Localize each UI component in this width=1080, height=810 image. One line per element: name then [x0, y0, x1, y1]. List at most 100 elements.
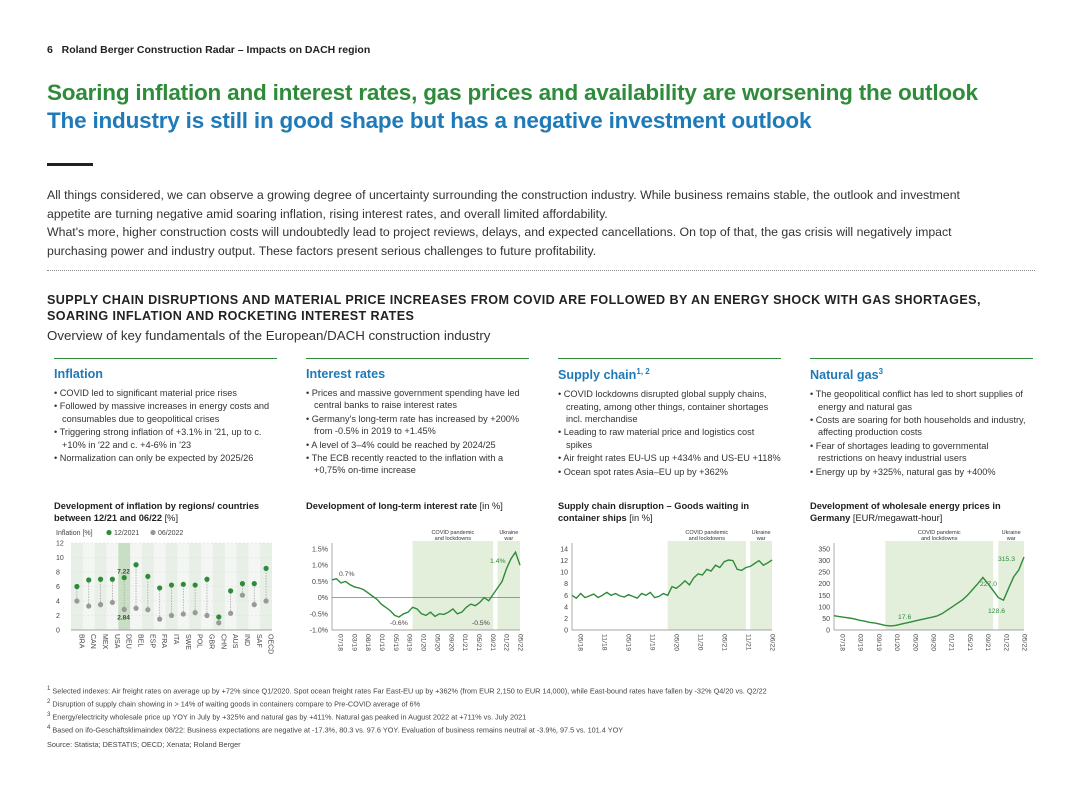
title-divider	[47, 163, 93, 166]
x-tick-label: MEX	[101, 634, 108, 650]
dotted-divider	[47, 270, 1035, 271]
y-tick-label: 50	[822, 616, 830, 623]
source-line: Source: Statista; DESTATIS; OECD; Xenata…	[47, 740, 241, 749]
bullet-item: Triggering strong inflation of +3.1% in …	[54, 426, 277, 451]
bullet-item: Air freight rates EU-US up +434% and US-…	[558, 452, 781, 464]
x-tick-label: 05/20	[433, 634, 440, 651]
legend-marker-06-2022	[150, 529, 156, 536]
panel-bullets: Prices and massive government spending h…	[306, 387, 529, 477]
war-label-line: war	[503, 536, 513, 542]
point-06-2022	[97, 576, 104, 582]
point-12-2021	[74, 598, 80, 604]
x-tick-label: 09/21	[489, 634, 496, 651]
bullet-item: Ocean spot rates Asia–EU up by +362%	[558, 466, 781, 478]
war-shade-label: Ukraine war	[1002, 530, 1021, 542]
x-tick-label: AUS	[231, 634, 238, 649]
panel-interest-rates: Interest rates Prices and massive governm…	[306, 358, 529, 674]
panel-bullets: COVID led to significant material price …	[54, 387, 277, 464]
x-tick-label: 09/19	[406, 634, 413, 651]
page-number: 6	[47, 44, 53, 56]
panel-bullets: The geopolitical conflict has led to sho…	[810, 388, 1033, 478]
point-06-2022	[157, 585, 163, 591]
footnote-4: 4 Based on ifo-Geschäftsklimaindex 08/22…	[47, 724, 624, 735]
x-tick-label: 05/20	[673, 634, 680, 651]
panel-title: Inflation	[54, 367, 103, 381]
x-tick-label: SAF	[255, 634, 262, 648]
x-tick-label: 09/19	[875, 634, 882, 651]
point-12-2021	[97, 602, 104, 608]
point-06-2022	[74, 583, 80, 590]
x-tick-label: 09/20	[447, 634, 454, 651]
x-tick-label: 05/19	[625, 634, 632, 651]
y-tick-label: 2	[56, 613, 60, 620]
bullet-item: COVID lockdowns disrupted global supply …	[558, 388, 781, 425]
x-tick-label: 05/22	[1021, 634, 1028, 651]
bullet-item: Followed by massive increases in energy …	[54, 400, 277, 425]
series-line	[331, 550, 521, 618]
x-tick-label: 11/18	[601, 634, 608, 651]
y-tick-label: 150	[818, 593, 830, 600]
chart-title: Development of wholesale energy prices i…	[810, 501, 1001, 523]
x-tick-label: 11/19	[649, 634, 656, 651]
y-tick-label: 200	[818, 581, 830, 588]
x-tick-label: 01/21	[948, 634, 955, 651]
x-tick-label: 11/21	[745, 634, 752, 651]
point-06-2022	[204, 576, 210, 582]
x-tick-label: 05/18	[577, 634, 584, 651]
war-shade-label: Ukraine war	[752, 530, 771, 542]
x-tick-label: 01/19	[378, 634, 385, 651]
x-tick-label: 01/20	[893, 634, 900, 651]
x-tick-label: 01/22	[503, 634, 510, 651]
chart-title: Development of long-term interest rate […	[306, 501, 503, 511]
y-tick-label: 0	[56, 628, 60, 635]
x-tick-label: DEU	[125, 634, 132, 649]
x-tick-label: FRA	[160, 634, 167, 648]
point-06-2022	[86, 577, 92, 583]
data-annotation: -0.6%	[390, 620, 408, 627]
panel-title: Supply chain1, 2	[558, 367, 650, 383]
x-tick-label: 06/22	[769, 634, 776, 651]
inflation-chart: Inflation [%] 12/2021 06/2022 0 2 4 6 8 10 12 BRA C…	[56, 529, 274, 654]
annotation-deu-06-2022: 7.22	[117, 569, 130, 576]
covid-label-line: COVID pandemic	[918, 530, 961, 536]
point-12-2021	[192, 610, 198, 616]
covid-shade	[412, 541, 494, 630]
y-tick-label: 0	[564, 628, 568, 635]
point-12-2021	[121, 606, 127, 613]
y-tick-label: 4	[56, 599, 60, 606]
point-06-2022	[145, 573, 151, 579]
section-subtitle: Overview of key fundamentals of the Euro…	[47, 328, 491, 343]
intro-paragraph-1: All things considered, we can observe a …	[47, 188, 960, 221]
point-06-2022	[216, 614, 222, 620]
x-tick-label: 03/19	[350, 634, 357, 651]
section-title: SUPPLY CHAIN DISRUPTIONS AND MATERIAL PR…	[47, 293, 981, 323]
y-tick-label: 4	[564, 604, 568, 611]
category-band	[212, 543, 225, 630]
point-12-2021	[216, 620, 222, 626]
data-annotation: 128.6	[988, 608, 1005, 615]
y-tick-label: 300	[818, 558, 830, 565]
y-tick-label: 12	[560, 558, 568, 565]
series-line	[833, 556, 1025, 627]
footnote-3: 3 Energy/electricity wholesale price up …	[47, 711, 527, 722]
y-tick-label: 14	[560, 547, 568, 554]
data-annotation: 1.4%	[490, 558, 506, 565]
y-tick-label: 250	[818, 570, 830, 577]
point-12-2021	[157, 616, 163, 622]
war-label-line: war	[1006, 536, 1016, 542]
x-tick-label: 01/22	[1002, 634, 1009, 651]
data-annotation: 315.3	[998, 556, 1015, 563]
point-12-2021	[109, 599, 115, 606]
x-tick-label: 05/21	[966, 634, 973, 651]
point-06-2022	[168, 582, 175, 588]
supply-chain-chart: COVID pandemic and lockdowns Ukraine war 14 1…	[560, 530, 776, 651]
war-label-line: war	[756, 536, 766, 542]
chart-title: Supply chain disruption – Goods waiting …	[558, 501, 750, 523]
data-annotation: 17.6	[898, 614, 911, 621]
x-tick-label: 09/20	[930, 634, 937, 651]
x-tick-label: 05/21	[721, 634, 728, 651]
y-tick-label: 0.5%	[312, 579, 328, 586]
point-06-2022	[192, 582, 198, 588]
x-tick-label: 08/18	[364, 634, 371, 651]
data-annotation: 0.7%	[339, 571, 355, 578]
